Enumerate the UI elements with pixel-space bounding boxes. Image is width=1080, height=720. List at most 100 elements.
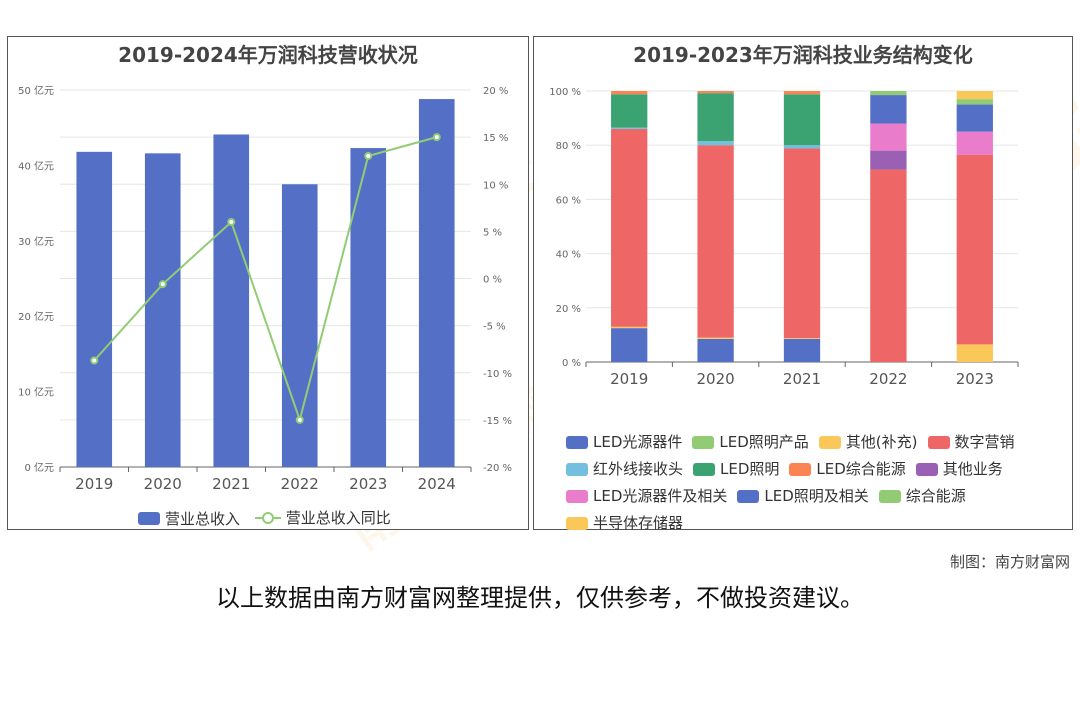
revenue-chart-legend[interactable]: 营业总收入 营业总收入同比 <box>138 507 401 529</box>
legend-item[interactable]: 其他业务 <box>915 457 1003 482</box>
y-tick-label: 20 % <box>556 304 581 315</box>
stack-segment <box>783 338 821 362</box>
legend-swatch <box>566 436 588 449</box>
y-left-tick-label: 30 亿元 <box>18 235 54 248</box>
legend-label: 数字营销 <box>954 433 1015 451</box>
legend-swatch <box>692 436 715 449</box>
stack-segment <box>783 94 821 146</box>
legend-item[interactable]: 红外线接收头 <box>566 457 683 482</box>
y-tick-label: 0 % <box>562 358 581 369</box>
stack-segment <box>956 91 993 100</box>
legend-item[interactable]: LED综合能源 <box>789 457 906 482</box>
yoy-point <box>295 415 304 424</box>
yoy-point <box>227 217 236 226</box>
legend-item-revenue[interactable]: 营业总收入 <box>138 508 240 529</box>
stack-segment <box>870 123 907 151</box>
revenue-bar <box>281 184 318 467</box>
y-right-tick-label: -10 % <box>483 369 512 380</box>
legend-label: LED综合能源 <box>816 460 906 478</box>
stack-segment <box>783 338 821 339</box>
legend-label: LED照明及相关 <box>764 487 869 505</box>
y-left-tick-label: 10 亿元 <box>18 386 54 399</box>
legend-swatch <box>693 463 716 476</box>
stack-segment <box>956 344 993 362</box>
x-tick-label: 2021 <box>212 475 250 493</box>
legend-swatch <box>915 463 938 476</box>
legend-label: LED照明 <box>720 460 780 478</box>
x-tick-label: 2020 <box>697 370 735 388</box>
x-tick-label: 2022 <box>869 370 907 388</box>
legend-label: 营业总收入 <box>165 509 241 528</box>
stack-segment <box>870 91 907 96</box>
legend-item[interactable]: 数字营销 <box>927 430 1015 455</box>
stack-segment <box>611 94 648 128</box>
legend-label: 其他业务 <box>942 460 1003 478</box>
y-right-tick-label: 5 % <box>483 227 502 238</box>
legend-label: LED光源器件 <box>593 433 683 451</box>
legend-swatch-line <box>254 511 281 524</box>
structure-chart-panel: 2019-2023年万润科技业务结构变化 0 % 20 % 40 % 60 % 80 %… <box>533 36 1073 532</box>
revenue-chart-title: 2019-2024年万润科技营收状况 <box>118 43 418 67</box>
legend-label: 营业总收入同比 <box>285 509 391 527</box>
stack-segment <box>697 145 734 338</box>
structure-chart-title: 2019-2023年万润科技业务结构变化 <box>633 43 973 67</box>
y-tick-label: 80 % <box>556 141 581 152</box>
y-left-tick-label: 40 亿元 <box>18 159 54 172</box>
yoy-point <box>90 356 99 365</box>
structure-chart-legend[interactable]: LED光源器件 LED照明产品 其他(补充) 数字营销红外线接收头 LED照明 LED综合… <box>566 430 1066 538</box>
stack-segment <box>870 95 907 124</box>
y-left-tick-label: 0 亿元 <box>24 461 54 474</box>
legend-item-yoy[interactable]: 营业总收入同比 <box>254 507 391 528</box>
y-right-tick-label: 20 % <box>483 86 508 97</box>
y-tick-label: 100 % <box>549 87 581 98</box>
legend-item[interactable]: 其他(补充) <box>818 430 918 455</box>
stack-segment <box>783 148 821 339</box>
legend-label: LED照明产品 <box>719 433 809 451</box>
stack-segment <box>697 91 734 94</box>
legend-item[interactable]: LED照明及相关 <box>737 484 869 509</box>
y-right-tick-label: -5 % <box>483 322 506 333</box>
y-tick-label: 40 % <box>556 250 581 261</box>
stack-segment <box>611 91 648 95</box>
legend-item[interactable]: 半导体存储器 <box>566 511 683 536</box>
revenue-chart-svg: -20 % -15 % -10 % -5 % 0 % 5 % 10 % 15 % 20 % 0 亿… <box>18 84 512 493</box>
yoy-point <box>432 133 441 142</box>
x-tick-label: 2019 <box>610 370 648 388</box>
y-right-tick-label: 10 % <box>483 180 508 191</box>
y-left-tick-label: 20 亿元 <box>18 310 54 323</box>
y-tick-label: 60 % <box>556 195 581 206</box>
stack-segment <box>697 338 734 362</box>
legend-swatch-bar <box>138 511 160 525</box>
stack-segment <box>697 141 734 146</box>
legend-swatch <box>789 463 812 476</box>
revenue-bar <box>350 148 387 468</box>
stack-segment <box>956 104 993 132</box>
legend-label: 其他(补充) <box>845 433 918 451</box>
yoy-point <box>364 151 373 160</box>
stack-segment <box>870 169 907 362</box>
x-tick-label: 2019 <box>75 475 113 493</box>
legend-swatch <box>566 463 588 476</box>
stack-segment <box>783 91 821 95</box>
y-right-tick-label: -15 % <box>483 416 512 427</box>
stack-segment <box>611 328 648 362</box>
stack-segment <box>956 131 993 155</box>
legend-item[interactable]: LED照明 <box>693 457 779 482</box>
stack-segment <box>783 145 821 149</box>
x-tick-label: 2024 <box>418 475 456 493</box>
revenue-bar <box>144 153 181 467</box>
x-tick-label: 2023 <box>349 475 387 493</box>
x-tick-label: 2020 <box>144 475 182 493</box>
stack-segment <box>956 99 993 105</box>
stack-segment <box>870 150 907 170</box>
legend-item[interactable]: LED光源器件及相关 <box>566 484 727 509</box>
legend-item[interactable]: LED光源器件 <box>566 430 682 455</box>
stack-segment <box>611 127 648 129</box>
revenue-bar <box>418 99 455 467</box>
stack-segment <box>956 154 993 345</box>
legend-item[interactable]: 综合能源 <box>878 484 966 509</box>
stack-segment <box>697 337 734 339</box>
legend-item[interactable]: LED照明产品 <box>692 430 809 455</box>
legend-label: 红外线接收头 <box>593 460 684 478</box>
x-tick-label: 2021 <box>783 370 821 388</box>
